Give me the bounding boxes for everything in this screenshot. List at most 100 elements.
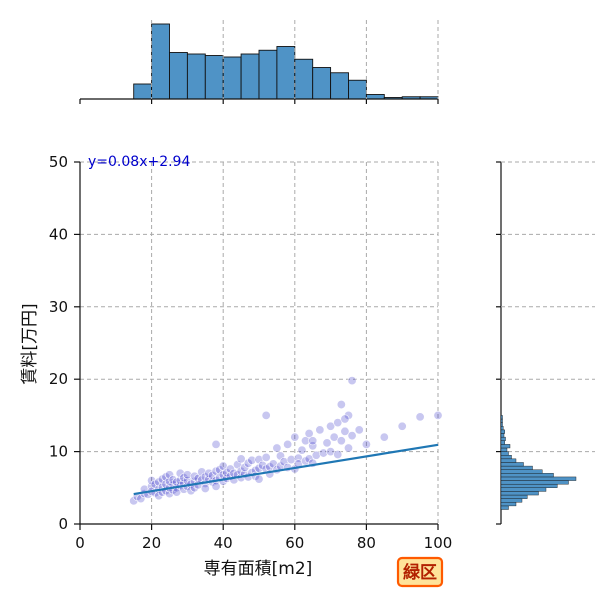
- main-grid: [80, 161, 439, 524]
- scatter-point: [333, 418, 343, 428]
- scatter-point: [272, 443, 282, 453]
- top-hist-bar: [186, 53, 206, 100]
- scatter-point: [279, 457, 289, 467]
- scatter-point: [290, 432, 300, 442]
- y-tick-label: 30: [49, 298, 68, 316]
- scatter-point: [261, 452, 271, 462]
- regression-line-group: [133, 443, 439, 496]
- x-axis-label: 専有面積[m2]: [204, 559, 313, 579]
- scatter-points: [129, 376, 443, 506]
- right-hist-bar: [500, 429, 505, 434]
- right-hist-bar: [500, 455, 512, 460]
- top-hist-bar: [169, 52, 188, 100]
- top-hist-bar: [312, 67, 332, 100]
- right-hist-bar: [500, 426, 504, 431]
- top-hist-bar: [365, 94, 385, 100]
- right-hist-bar: [500, 447, 508, 452]
- right-hist-bar: [500, 415, 503, 420]
- scatter-point: [322, 438, 332, 448]
- scatter-point: [261, 410, 271, 420]
- scatter-point: [136, 494, 146, 504]
- right-hist-bar: [500, 498, 523, 503]
- scatter-point: [336, 436, 346, 446]
- scatter-point: [397, 421, 407, 431]
- scatter-point: [340, 426, 350, 436]
- scatter-point: [211, 439, 221, 449]
- scatter-point: [336, 400, 346, 410]
- scatter-point: [236, 466, 246, 476]
- right-hist-bar: [500, 505, 509, 510]
- top-hist-bar: [294, 58, 314, 100]
- right-hist-bar: [500, 433, 505, 438]
- scatter-point: [340, 414, 350, 424]
- scatter-point: [333, 449, 343, 459]
- y-tick-label: 10: [49, 443, 68, 461]
- scatter-point: [247, 455, 257, 465]
- scatter-point: [315, 425, 325, 435]
- right-hist-bar: [500, 465, 533, 470]
- scatter-point: [211, 481, 221, 491]
- right-hist-bar: [500, 469, 543, 474]
- main-axes: 0 20 40 60 80 100 0 10 20 30 40 50: [49, 153, 452, 552]
- scatter-point: [343, 410, 353, 420]
- district-badge-label: 緑区: [403, 562, 437, 583]
- right-hist-bar: [500, 422, 503, 427]
- scatter-point: [343, 443, 353, 453]
- y-axis-label: 賃料[万円]: [20, 303, 40, 384]
- x-tick-label: 80: [357, 534, 376, 552]
- scatter-point: [154, 491, 164, 501]
- scatter-point: [186, 486, 196, 496]
- x-tick-label: 0: [75, 534, 85, 552]
- x-tick-label: 60: [285, 534, 304, 552]
- scatter-point: [354, 425, 364, 435]
- right-hist-bar: [500, 502, 517, 507]
- top-hist-bar: [151, 23, 170, 100]
- top-hist-bar: [258, 49, 278, 100]
- scatter-point: [147, 476, 157, 486]
- scatter-point: [286, 455, 296, 465]
- x-tick-label: 100: [424, 534, 453, 552]
- top-hist-bar: [348, 79, 367, 100]
- scatter-point: [297, 445, 307, 455]
- right-hist-bar: [500, 494, 528, 499]
- scatter-point: [308, 436, 318, 446]
- scatter-point: [326, 421, 336, 431]
- scatter-point: [165, 476, 175, 486]
- top-hist-bar: [240, 53, 260, 100]
- scatter-point: [347, 376, 357, 386]
- y-tick-label: 0: [58, 515, 68, 533]
- right-hist-bar: [500, 444, 511, 449]
- right-hist-bar: [500, 458, 517, 463]
- y-tick-label: 20: [49, 370, 68, 388]
- x-tick-label: 40: [214, 534, 233, 552]
- y-tick-label: 50: [49, 153, 68, 171]
- right-hist-bar: [500, 462, 524, 467]
- scatter-point: [415, 412, 425, 422]
- scatter-point: [236, 454, 246, 464]
- district-badge-box: [396, 556, 444, 588]
- right-hist-bar: [500, 451, 509, 456]
- top-hist-bar: [204, 55, 224, 100]
- scatter-point: [254, 455, 264, 465]
- scatter-point: [361, 439, 371, 449]
- right-hist-bar: [500, 473, 554, 478]
- scatter-point: [379, 432, 389, 442]
- scatter-point: [258, 460, 268, 470]
- right-hist-bar: [500, 480, 569, 485]
- scatter-point: [311, 450, 321, 460]
- scatter-point: [275, 451, 285, 461]
- y-tick-label: 40: [49, 225, 68, 243]
- scatter-point: [318, 448, 328, 458]
- scatter-point: [243, 458, 253, 468]
- right-hist-bar: [500, 491, 539, 496]
- scatter-point: [254, 474, 264, 484]
- x-tick-label: 20: [142, 534, 161, 552]
- scatter-point: [283, 439, 293, 449]
- scatter-point: [329, 432, 339, 442]
- scatter-point: [179, 473, 189, 483]
- marginal-y-histogram: [496, 161, 595, 525]
- scatter-point: [347, 431, 357, 441]
- scatter-point: [268, 459, 278, 469]
- district-badge: 緑区: [396, 556, 444, 588]
